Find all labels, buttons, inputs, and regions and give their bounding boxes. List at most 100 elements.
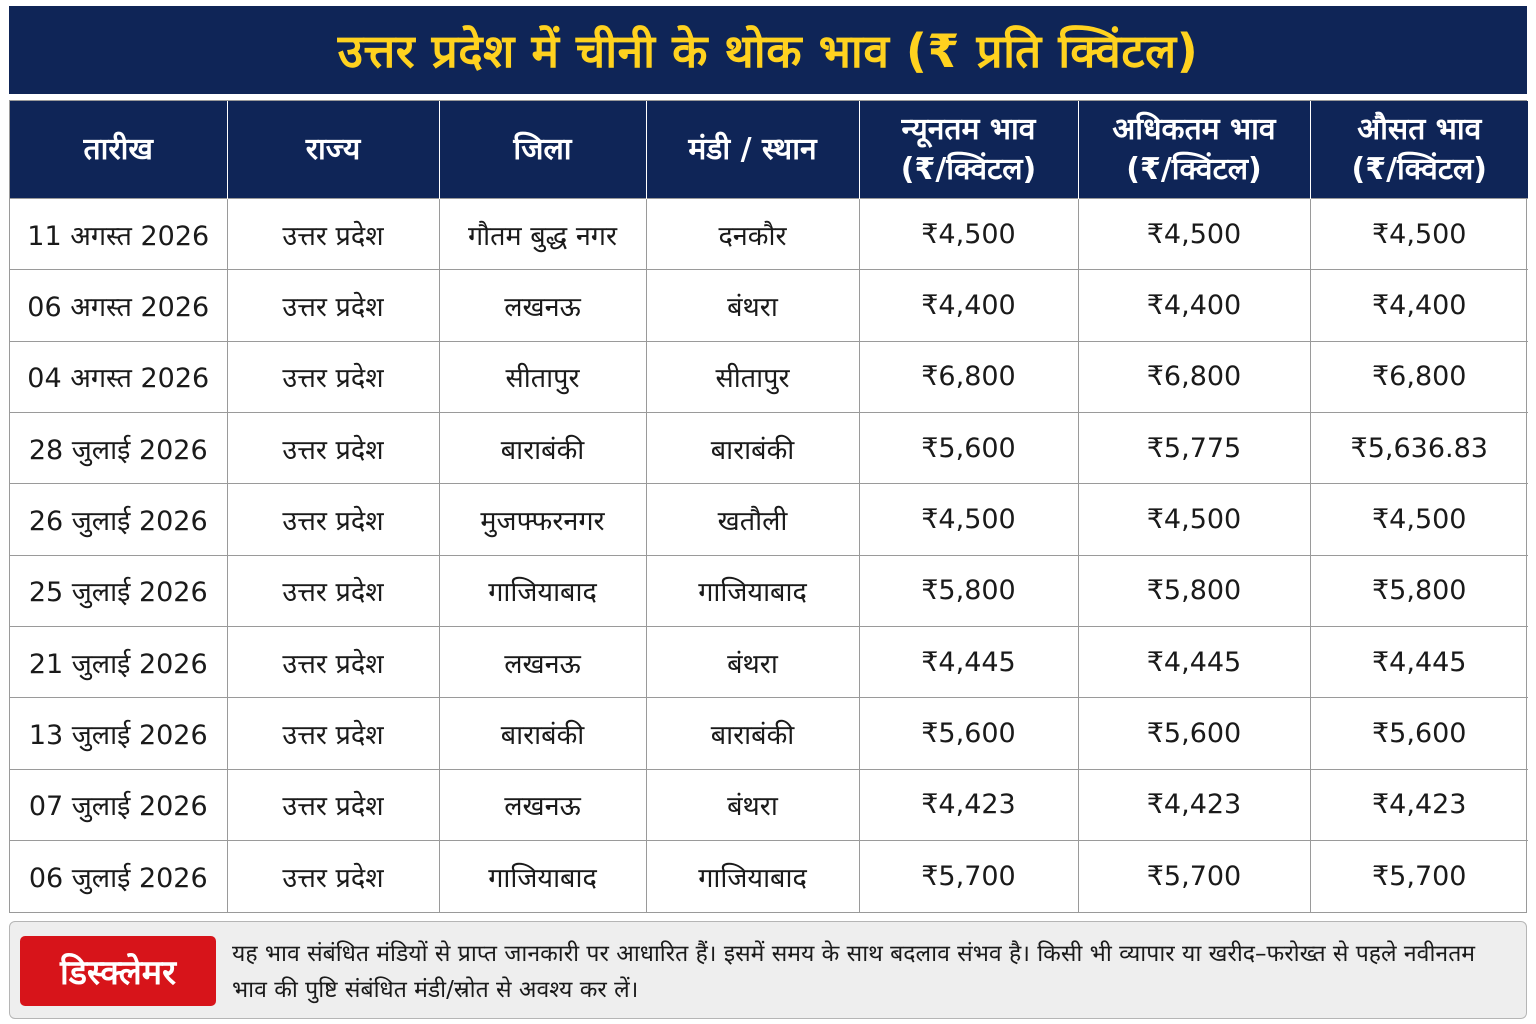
cell-max-price: ₹4,400 <box>1078 269 1311 342</box>
column-header-unit: (₹/क्विंटल) <box>1126 151 1262 187</box>
cell-mandi: बंथरा <box>646 626 860 698</box>
cell-state: उत्तर प्रदेश <box>227 340 440 413</box>
column-header-min-price: न्यूनतम भाव (₹/क्विंटल) <box>859 101 1079 199</box>
cell-max-price: ₹6,800 <box>1078 340 1311 413</box>
column-header-mandi: मंडी / स्थान <box>646 101 860 199</box>
cell-min-price: ₹5,600 <box>859 412 1079 484</box>
cell-min-price: ₹5,600 <box>859 697 1079 770</box>
cell-date: 28 जुलाई 2026 <box>10 412 228 484</box>
cell-max-price: ₹5,600 <box>1078 697 1311 770</box>
table-row: 26 जुलाई 2026 उत्तर प्रदेश मुजफ्फरनगर खतौली… <box>10 483 1528 556</box>
cell-date: 21 जुलाई 2026 <box>10 626 228 698</box>
cell-state: उत्तर प्रदेश <box>227 412 440 484</box>
table-row: 21 जुलाई 2026 उत्तर प्रदेश लखनऊ बंथरा ₹4,445… <box>10 626 1528 698</box>
column-header-label: अधिकतम भाव <box>1112 111 1276 147</box>
cell-min-price: ₹4,445 <box>859 626 1079 698</box>
column-header-label: औसत भाव <box>1357 111 1482 147</box>
column-header-label: जिला <box>513 131 572 167</box>
cell-mandi: दनकौर <box>646 197 860 270</box>
cell-mandi: बंथरा <box>646 269 860 342</box>
column-header-unit: (₹/क्विंटल) <box>900 151 1037 187</box>
cell-min-price: ₹4,400 <box>859 269 1079 342</box>
cell-district: लखनऊ <box>439 768 647 841</box>
cell-date: 04 अगस्त 2026 <box>10 340 228 413</box>
cell-mandi: खतौली <box>646 483 860 556</box>
table-body: 11 अगस्त 2026 उत्तर प्रदेश गौतम बुद्ध नगर द… <box>10 197 1528 912</box>
cell-date: 11 अगस्त 2026 <box>10 197 228 270</box>
price-table: तारीख राज्य जिला मंडी / स्थान न्यूनतम भाव (₹/… <box>10 101 1528 912</box>
cell-avg-price: ₹4,400 <box>1310 269 1528 342</box>
cell-avg-price: ₹5,636.83 <box>1310 412 1528 484</box>
cell-mandi: गाजियाबाद <box>646 554 860 627</box>
cell-mandi: बंथरा <box>646 768 860 841</box>
cell-max-price: ₹4,423 <box>1078 768 1311 841</box>
table-row: 06 जुलाई 2026 उत्तर प्रदेश गाजियाबाद गाजिया… <box>10 840 1528 912</box>
cell-min-price: ₹4,423 <box>859 768 1079 841</box>
table-row: 13 जुलाई 2026 उत्तर प्रदेश बाराबंकी बाराबंक… <box>10 697 1528 770</box>
cell-mandi: बाराबंकी <box>646 412 860 484</box>
column-header-district: जिला <box>439 101 647 199</box>
title-banner: उत्तर प्रदेश में चीनी के थोक भाव (₹ प्रत… <box>9 6 1527 94</box>
cell-district: गाजियाबाद <box>439 554 647 627</box>
table-row: 06 अगस्त 2026 उत्तर प्रदेश लखनऊ बंथरा ₹4,400… <box>10 269 1528 342</box>
cell-state: उत्तर प्रदेश <box>227 483 440 556</box>
column-header-avg-price: औसत भाव (₹/क्विंटल) <box>1310 101 1528 199</box>
cell-state: उत्तर प्रदेश <box>227 697 440 770</box>
cell-district: गाजियाबाद <box>439 840 647 912</box>
cell-state: उत्तर प्रदेश <box>227 554 440 627</box>
column-header-unit: (₹/क्विंटल) <box>1351 151 1487 187</box>
cell-district: बाराबंकी <box>439 412 647 484</box>
table-row: 25 जुलाई 2026 उत्तर प्रदेश गाजियाबाद गाजिया… <box>10 554 1528 627</box>
cell-avg-price: ₹5,800 <box>1310 554 1528 627</box>
page-title: उत्तर प्रदेश में चीनी के थोक भाव (₹ प्रत… <box>337 24 1199 78</box>
cell-district: गौतम बुद्ध नगर <box>439 197 647 270</box>
table-row: 04 अगस्त 2026 उत्तर प्रदेश सीतापुर सीतापुर ₹… <box>10 340 1528 413</box>
cell-avg-price: ₹4,500 <box>1310 197 1528 270</box>
cell-date: 26 जुलाई 2026 <box>10 483 228 556</box>
column-header-label: मंडी / स्थान <box>688 131 817 167</box>
cell-max-price: ₹5,775 <box>1078 412 1311 484</box>
column-header-label: तारीख <box>83 131 153 167</box>
cell-district: सीतापुर <box>439 340 647 413</box>
cell-date: 25 जुलाई 2026 <box>10 554 228 627</box>
cell-date: 06 जुलाई 2026 <box>10 840 228 912</box>
cell-max-price: ₹4,445 <box>1078 626 1311 698</box>
cell-state: उत्तर प्रदेश <box>227 840 440 912</box>
cell-state: उत्तर प्रदेश <box>227 626 440 698</box>
cell-max-price: ₹4,500 <box>1078 483 1311 556</box>
cell-district: मुजफ्फरनगर <box>439 483 647 556</box>
cell-avg-price: ₹5,600 <box>1310 697 1528 770</box>
cell-district: लखनऊ <box>439 269 647 342</box>
cell-mandi: सीतापुर <box>646 340 860 413</box>
cell-state: उत्तर प्रदेश <box>227 269 440 342</box>
table-header-row: तारीख राज्य जिला मंडी / स्थान न्यूनतम भाव (₹/… <box>10 101 1528 199</box>
column-header-label: राज्य <box>305 131 361 167</box>
column-header-label: न्यूनतम भाव <box>901 111 1036 147</box>
cell-avg-price: ₹6,800 <box>1310 340 1528 413</box>
cell-avg-price: ₹4,500 <box>1310 483 1528 556</box>
cell-max-price: ₹5,800 <box>1078 554 1311 627</box>
cell-date: 06 अगस्त 2026 <box>10 269 228 342</box>
table-row: 07 जुलाई 2026 उत्तर प्रदेश लखनऊ बंथरा ₹4,423… <box>10 768 1528 841</box>
cell-mandi: गाजियाबाद <box>646 840 860 912</box>
cell-max-price: ₹5,700 <box>1078 840 1311 912</box>
cell-min-price: ₹5,700 <box>859 840 1079 912</box>
cell-avg-price: ₹4,423 <box>1310 768 1528 841</box>
column-header-max-price: अधिकतम भाव (₹/क्विंटल) <box>1078 101 1311 199</box>
cell-state: उत्तर प्रदेश <box>227 768 440 841</box>
cell-district: बाराबंकी <box>439 697 647 770</box>
disclaimer-text: यह भाव संबंधित मंडियों से प्राप्त जानकार… <box>232 941 1476 1003</box>
cell-mandi: बाराबंकी <box>646 697 860 770</box>
disclaimer-box: डिस्क्लेमर यह भाव संबंधित मंडियों से प्र… <box>9 921 1527 1019</box>
cell-district: लखनऊ <box>439 626 647 698</box>
cell-date: 13 जुलाई 2026 <box>10 697 228 770</box>
cell-min-price: ₹4,500 <box>859 197 1079 270</box>
cell-date: 07 जुलाई 2026 <box>10 768 228 841</box>
cell-min-price: ₹4,500 <box>859 483 1079 556</box>
cell-avg-price: ₹4,445 <box>1310 626 1528 698</box>
cell-min-price: ₹5,800 <box>859 554 1079 627</box>
cell-state: उत्तर प्रदेश <box>227 197 440 270</box>
table-row: 11 अगस्त 2026 उत्तर प्रदेश गौतम बुद्ध नगर द… <box>10 197 1528 270</box>
column-header-date: तारीख <box>10 101 228 199</box>
cell-avg-price: ₹5,700 <box>1310 840 1528 912</box>
